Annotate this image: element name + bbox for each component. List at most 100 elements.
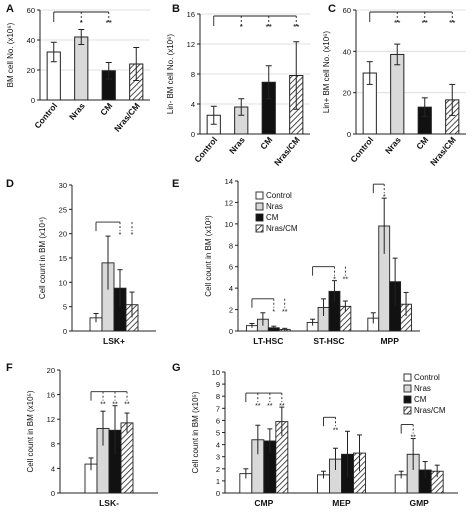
y-tick-label: 4 xyxy=(229,284,233,293)
legend-swatch xyxy=(255,213,264,222)
legend-entry: Nras xyxy=(414,384,431,393)
bar-lsk--nras-cm xyxy=(120,422,134,494)
legend-swatch xyxy=(403,395,412,404)
x-tick-label: Control xyxy=(32,101,59,131)
y-tick-label: 0 xyxy=(191,130,195,139)
y-tick-label: 8 xyxy=(191,70,195,79)
y-tick-label: 16 xyxy=(187,10,195,19)
y-tick-label: 0 xyxy=(31,96,35,105)
x-tick-label: Control xyxy=(192,135,219,165)
x-tick-label: LSK+ xyxy=(103,336,125,346)
significance-label: * xyxy=(131,232,134,239)
panel-letter: C xyxy=(328,3,336,15)
x-tick-label: CM xyxy=(258,135,274,152)
significance-label: ** xyxy=(293,23,299,32)
y-tick-label: 15 xyxy=(59,254,67,263)
panel-a: A 0 20 40 60 BM cell No. (x10⁶) Control Nras CMN… xyxy=(6,3,150,134)
significance-label: ** xyxy=(343,277,349,284)
x-tick-label: Control xyxy=(348,135,375,165)
y-tick-label: 10 xyxy=(212,368,220,377)
x-tick-label: LSK- xyxy=(99,498,119,508)
y-tick-label: 10 xyxy=(59,278,67,287)
y-tick-label: 9 xyxy=(216,380,220,389)
legend-entry: Control xyxy=(414,373,440,382)
legend-entry: Nras/CM xyxy=(414,406,446,415)
legend-swatch xyxy=(403,384,412,393)
panel-f: F 0 4 8 12 16 20 Cell count in BM (x10⁵) LSK- ** *… xyxy=(6,362,158,508)
x-tick-label: Nras/CM xyxy=(272,135,302,168)
significance-label: ** xyxy=(449,19,455,28)
y-tick-label: 12 xyxy=(187,40,195,49)
significance-label: ** xyxy=(422,19,428,28)
bar-nras xyxy=(74,36,89,101)
legend-swatch xyxy=(255,224,264,233)
y-axis-label: Cell count in BM (x10⁵) xyxy=(191,391,200,473)
x-tick-label: Nras xyxy=(383,135,403,156)
significance-label: ** xyxy=(266,23,272,32)
panel-letter: G xyxy=(172,362,181,374)
y-tick-label: 0 xyxy=(347,130,351,139)
y-axis-label: Cell count in BM (x10⁴) xyxy=(38,217,47,299)
x-tick-label: Nras xyxy=(67,101,87,122)
y-tick-label: 40 xyxy=(27,36,35,45)
legend-entry: Nras/CM xyxy=(266,224,298,233)
panel-letter: A xyxy=(6,3,14,15)
y-tick-label: 30 xyxy=(59,181,67,190)
significance-label: ** xyxy=(333,427,339,434)
significance-label: ** xyxy=(279,403,285,410)
y-tick-label: 60 xyxy=(27,6,35,15)
y-tick-label: 0 xyxy=(216,489,220,498)
y-tick-label: 2 xyxy=(229,306,233,315)
y-axis-label: Cell count in BM (x10³) xyxy=(204,215,213,297)
y-tick-label: 14 xyxy=(225,177,233,186)
panel-b: B 0 4 8 12 16 Lin- BM cell No. (x10⁶) Control Nr… xyxy=(166,3,310,168)
legend-entry: CM xyxy=(266,213,279,222)
significance-label: ** xyxy=(410,435,416,442)
significance-label: ** xyxy=(124,402,130,409)
significance-label: ** xyxy=(267,403,273,410)
x-tick-label: Nras/CM xyxy=(428,135,458,168)
significance-label: * xyxy=(383,194,386,201)
y-tick-label: 8 xyxy=(51,440,55,449)
significance-label: * xyxy=(272,309,275,316)
y-tick-label: 8 xyxy=(216,392,220,401)
x-tick-label: CMP xyxy=(254,498,273,508)
y-tick-label: 12 xyxy=(47,415,55,424)
x-tick-label: CM xyxy=(414,135,430,152)
y-tick-label: 20 xyxy=(343,89,351,98)
legend-swatch xyxy=(255,191,264,200)
legend-swatch xyxy=(403,406,412,415)
legend-entry: Nras xyxy=(266,202,283,211)
y-tick-label: 5 xyxy=(63,303,67,312)
y-tick-label: 3 xyxy=(216,453,220,462)
y-tick-label: 16 xyxy=(47,391,55,400)
y-axis-label: Lin- BM cell No. (x10⁶) xyxy=(166,34,175,115)
x-tick-label: Nras xyxy=(227,135,247,156)
y-tick-label: 10 xyxy=(225,220,233,229)
y-tick-label: 60 xyxy=(343,6,351,15)
y-tick-label: 12 xyxy=(225,198,233,207)
significance-label: ** xyxy=(112,402,118,409)
y-tick-label: 1 xyxy=(216,477,220,486)
significance-label: * xyxy=(119,232,122,239)
legend-entry: CM xyxy=(414,395,427,404)
significance-label: ** xyxy=(100,402,106,409)
y-axis-label: BM cell No. (x10⁶) xyxy=(6,22,15,87)
x-tick-label: LT-HSC xyxy=(253,336,283,346)
y-tick-label: 8 xyxy=(229,241,233,250)
y-tick-label: 2 xyxy=(216,465,220,474)
legend-swatch xyxy=(403,373,412,382)
significance-label: * xyxy=(333,277,336,284)
legend-panel-e: Control Nras CM Nras/CM xyxy=(255,191,298,233)
x-tick-label: Nras/CM xyxy=(112,101,142,134)
y-tick-label: 0 xyxy=(63,327,67,336)
legend-swatch xyxy=(255,202,264,211)
y-tick-label: 6 xyxy=(229,263,233,272)
y-axis-label: Cell count in BM (x10⁵) xyxy=(26,390,35,472)
y-tick-label: 6 xyxy=(216,416,220,425)
panel-letter: B xyxy=(172,3,180,15)
y-tick-label: 4 xyxy=(216,441,220,450)
significance-label: * xyxy=(240,23,243,32)
panel-c: C 0 20 40 60 Lin+ BM cell No. (x10⁶) Control Nr… xyxy=(322,3,466,168)
